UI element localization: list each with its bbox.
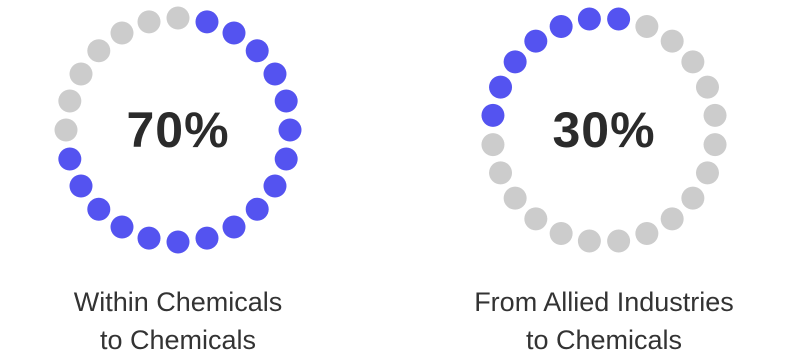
empty-dot (635, 221, 659, 245)
empty-dot (635, 15, 659, 39)
filled-dot (489, 75, 513, 99)
filled-dot (274, 147, 298, 171)
filled-dot (69, 174, 93, 198)
filled-dot (263, 174, 287, 198)
percentage-value: 30% (552, 102, 656, 158)
filled-dot (166, 230, 190, 254)
empty-dot (549, 221, 573, 245)
caption-line-1: Within Chemicals (73, 287, 283, 317)
empty-dot (503, 186, 527, 210)
gauge-within-chemicals: 70% Within Chemicals to Chemicals (28, 0, 328, 364)
empty-dot (489, 161, 513, 185)
filled-dot (524, 29, 548, 53)
filled-dot (110, 215, 134, 239)
filled-dot (87, 197, 111, 221)
dot-ring (54, 6, 302, 254)
empty-dot (681, 186, 705, 210)
filled-dot (549, 15, 573, 39)
percentage-value: 70% (126, 102, 230, 158)
empty-dot (681, 50, 705, 74)
filled-dot (58, 147, 82, 171)
filled-dot (278, 118, 302, 142)
gauge-caption: Within Chemicals to Chemicals (0, 283, 368, 359)
empty-dot (87, 39, 111, 63)
filled-dot (245, 39, 269, 63)
empty-dot (58, 89, 82, 113)
filled-dot (245, 197, 269, 221)
empty-dot (695, 161, 719, 185)
empty-dot (54, 118, 78, 142)
empty-dot (137, 10, 161, 34)
empty-dot (695, 75, 719, 99)
filled-dot (577, 7, 601, 31)
filled-dot (195, 226, 219, 250)
filled-dot (274, 89, 298, 113)
caption-line-2: to Chemicals (525, 325, 683, 355)
empty-dot (110, 21, 134, 45)
empty-dot (660, 29, 684, 53)
caption-line-1: From Allied Industries (474, 287, 734, 317)
gauge-allied-industries: 30% From Allied Industries to Chemicals (454, 0, 754, 364)
empty-dot (166, 6, 190, 30)
dot-ring (481, 7, 727, 253)
empty-dot (524, 207, 548, 231)
filled-dot (263, 62, 287, 86)
empty-dot (703, 103, 727, 127)
empty-dot (481, 133, 505, 157)
filled-dot (607, 7, 631, 31)
filled-dot (481, 103, 505, 127)
gauge-caption: From Allied Industries to Chemicals (414, 283, 785, 359)
filled-dot (222, 21, 246, 45)
filled-dot (222, 215, 246, 239)
empty-dot (660, 207, 684, 231)
filled-dot (137, 226, 161, 250)
caption-line-2: to Chemicals (99, 325, 257, 355)
filled-dot (195, 10, 219, 34)
filled-dot (503, 50, 527, 74)
empty-dot (607, 229, 631, 253)
empty-dot (577, 229, 601, 253)
empty-dot (703, 133, 727, 157)
empty-dot (69, 62, 93, 86)
